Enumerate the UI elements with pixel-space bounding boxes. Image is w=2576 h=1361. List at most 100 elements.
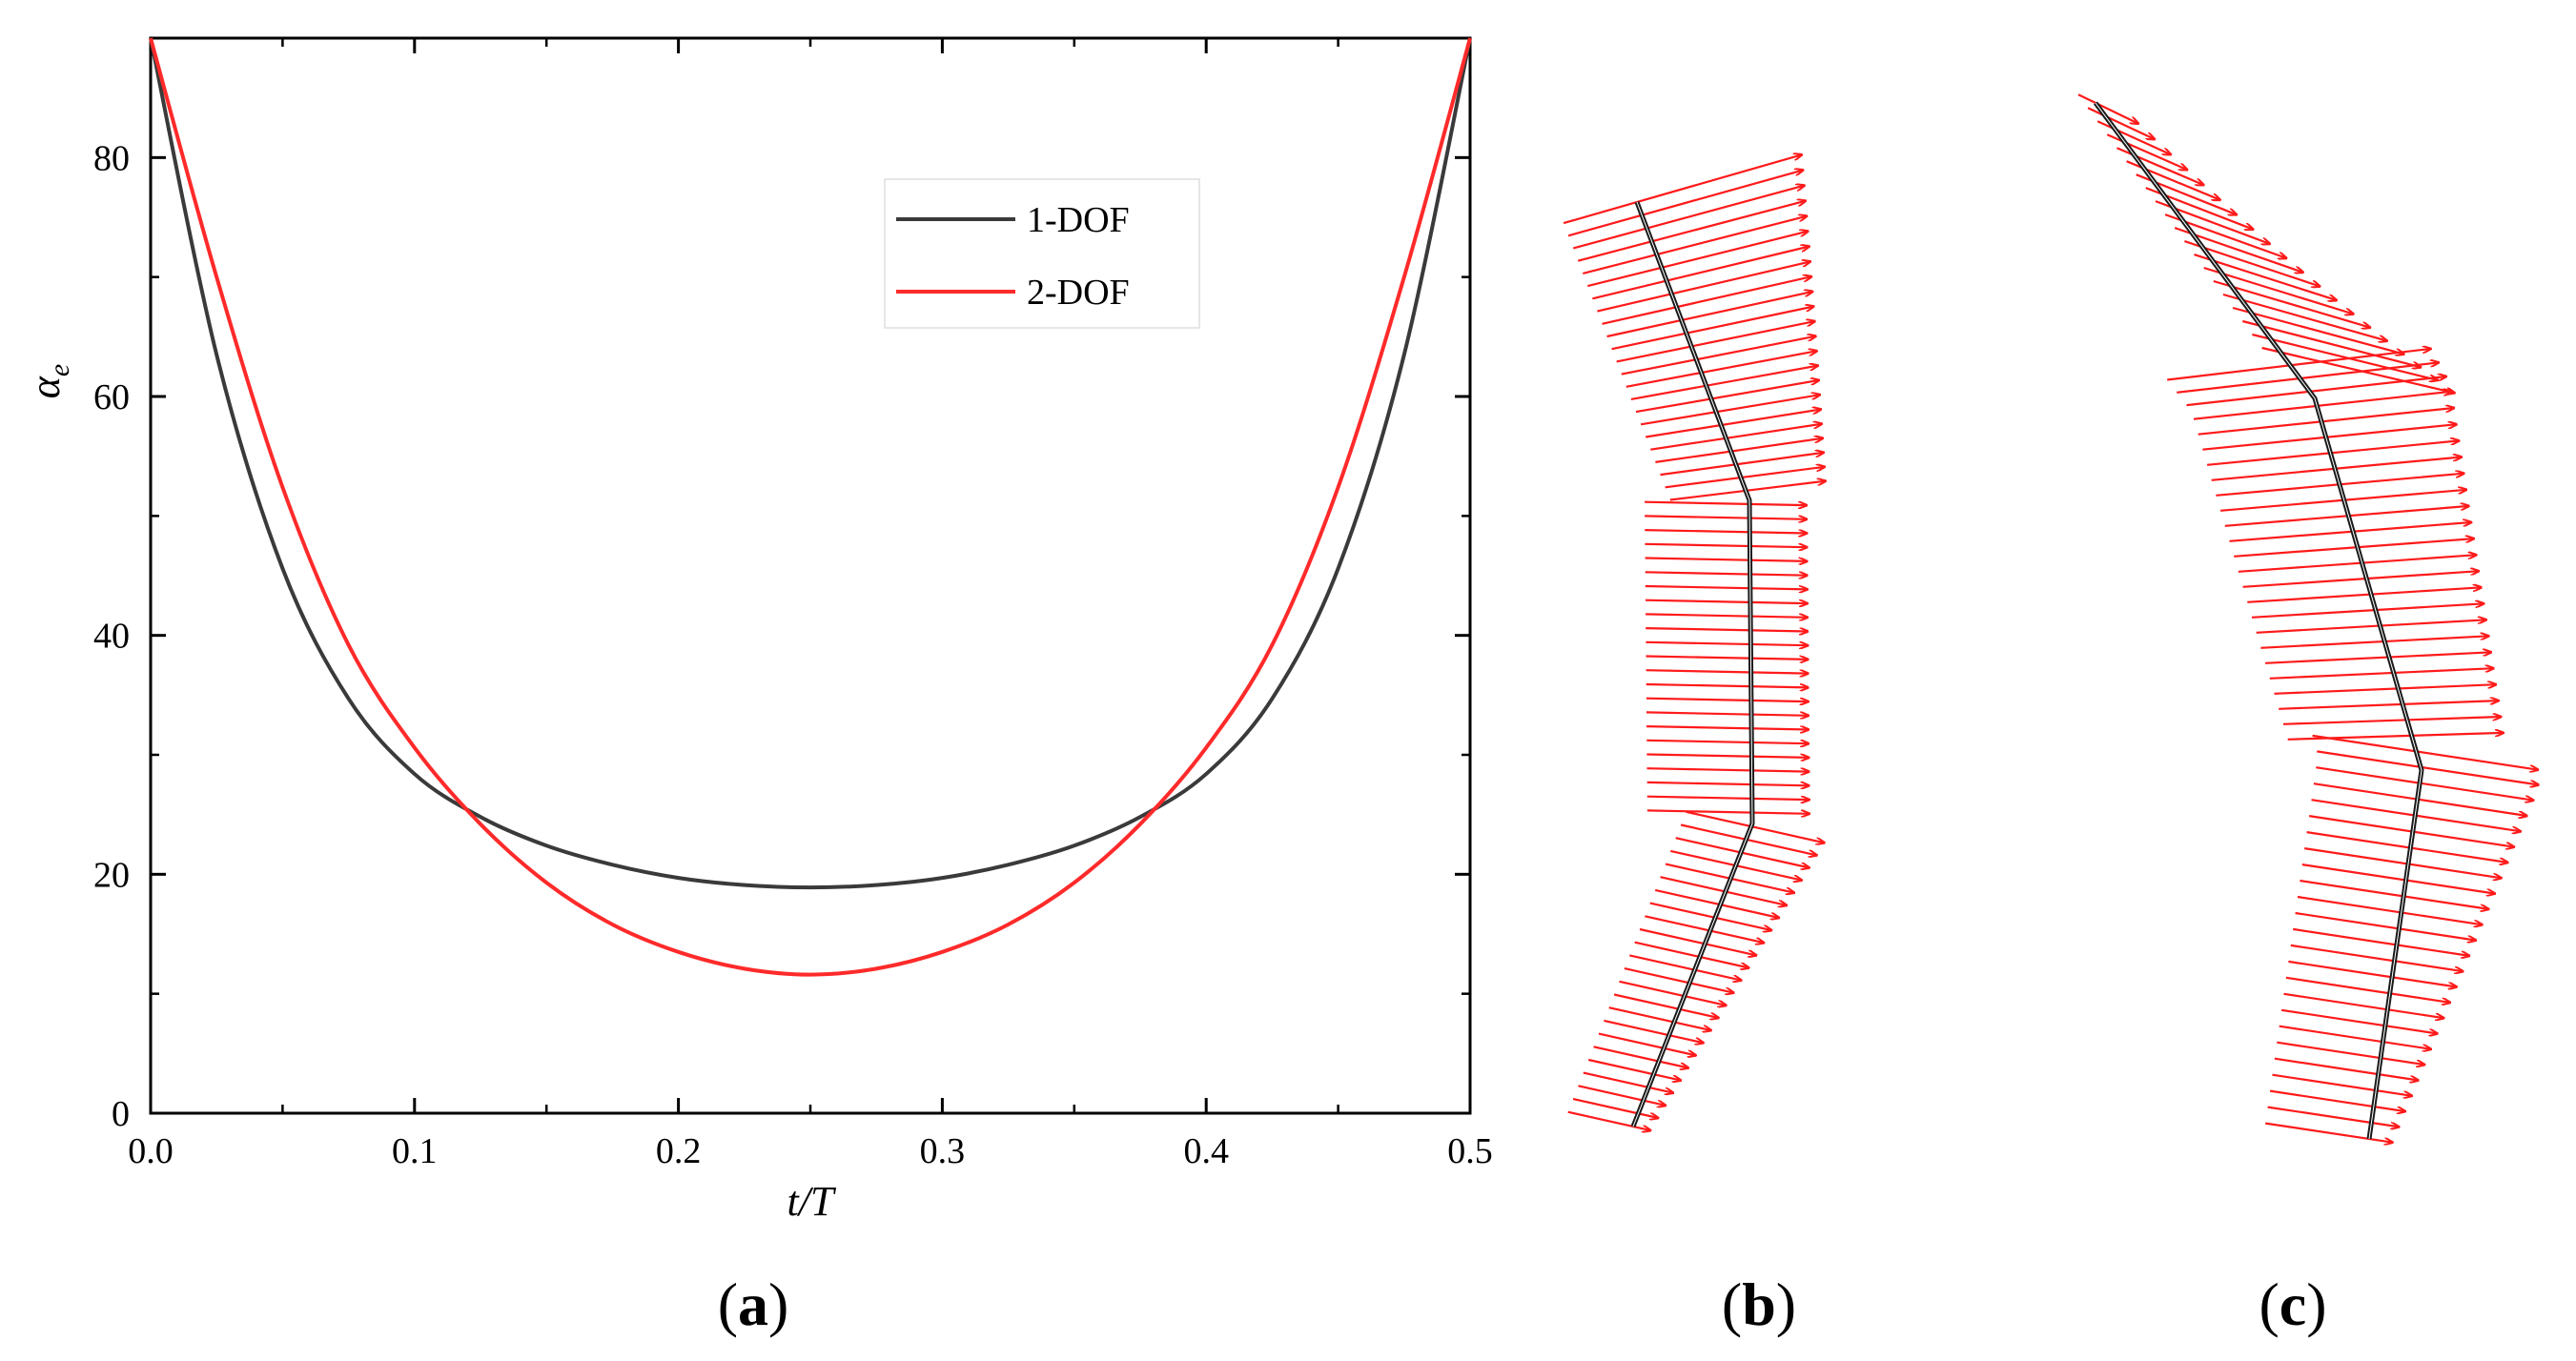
force-arrow [1646, 753, 1809, 758]
force-arrow [1645, 529, 1807, 533]
force-arrow [2229, 522, 2472, 542]
force-arrow [2096, 120, 2171, 154]
force-arrow [1680, 823, 1817, 856]
force-arrow [2277, 1041, 2424, 1065]
force-arrow [2265, 1122, 2393, 1143]
force-arrow [1646, 669, 1809, 673]
force-arrow [2267, 1106, 2400, 1127]
force-arrow [1660, 453, 1825, 477]
series-lines [149, 37, 1472, 977]
force-arrow [1625, 351, 1817, 388]
force-arrow [1645, 584, 1808, 589]
force-arrow [2282, 717, 2501, 725]
force-arrow [2193, 392, 2452, 420]
x-tick-label: 0.0 [128, 1131, 174, 1171]
force-arrow [1583, 1071, 1673, 1093]
force-arrow [1592, 247, 1809, 300]
force-arrow [2198, 408, 2454, 436]
y-tick-label: 20 [93, 855, 130, 895]
force-arrow [2232, 306, 2404, 355]
legend-box [884, 178, 1200, 329]
force-arrow [1645, 915, 1764, 943]
force-arrow [2297, 895, 2483, 924]
y-axis-title-subscript: e [44, 364, 75, 376]
force-arrow [1646, 795, 1809, 800]
force-arrow [2203, 266, 2354, 315]
series-line-1-dof [149, 37, 1472, 890]
panel-label-b: (b) [1722, 1270, 1796, 1338]
force-arrow [1598, 1032, 1696, 1056]
force-arrow [1646, 697, 1809, 701]
y-axis-title: αe [22, 364, 75, 398]
force-arrow [1629, 954, 1741, 980]
force-arrow [2242, 571, 2480, 588]
panel-c-diagram: (c) [2077, 93, 2539, 1338]
force-arrow [2295, 911, 2476, 941]
y-axis-title-symbol: α [22, 376, 69, 398]
force-arrow [2304, 847, 2502, 878]
legend: 1-DOF 2-DOF [884, 178, 1200, 329]
force-arrow [1646, 725, 1809, 729]
svg-text:αe: αe [22, 364, 75, 398]
force-arrow [2265, 652, 2491, 664]
force-arrow [1649, 902, 1771, 931]
force-arrow [2177, 362, 2439, 394]
panel-a-chart: 0.0 0.1 0.2 0.3 0.4 0.5 0 20 40 60 80 t/T αe 1-DOF… [22, 36, 1493, 1338]
force-arrow [1572, 186, 1805, 250]
force-arrow [2186, 376, 2447, 407]
panel-label-a: (a) [718, 1270, 789, 1338]
force-arrow [2234, 538, 2474, 558]
force-arrow [1646, 711, 1809, 715]
panel-label-b-letter: b [1742, 1270, 1776, 1338]
legend-label-1dof: 1-DOF [1027, 200, 1130, 240]
x-tick-label: 0.5 [1447, 1131, 1493, 1171]
force-arrow [1646, 613, 1808, 617]
panel-label-c-letter: c [2280, 1270, 2306, 1338]
panel-label-a-letter: a [738, 1270, 768, 1338]
force-arrow [1650, 424, 1822, 451]
force-arrow [2301, 863, 2495, 894]
force-arrow [1640, 395, 1820, 426]
y-tick-label: 40 [93, 617, 130, 657]
force-arrow [2274, 684, 2497, 695]
force-arrow [1646, 410, 1821, 438]
force-arrow [1645, 557, 1808, 561]
force-arrow [2269, 1089, 2405, 1112]
force-arrow [1587, 232, 1808, 288]
tick-labels: 0.0 0.1 0.2 0.3 0.4 0.5 0 20 40 60 80 [93, 138, 1493, 1171]
force-arrow [1639, 927, 1756, 955]
force-arrow [1645, 571, 1808, 575]
legend-label-2dof: 2-DOF [1027, 273, 1130, 313]
force-arrow [1646, 682, 1809, 687]
force-arrow [1645, 599, 1808, 603]
force-arrow [1686, 810, 1825, 843]
force-arrow [1630, 366, 1818, 400]
force-arrow [1577, 201, 1806, 262]
force-arrow [1646, 781, 1809, 785]
force-arrow [1665, 467, 1825, 489]
force-arrow [1645, 515, 1807, 518]
x-tick-label: 0.1 [392, 1131, 438, 1171]
force-arrow [2279, 1025, 2431, 1049]
force-arrow [1608, 1006, 1711, 1030]
force-arrow [1567, 1110, 1651, 1130]
force-arrow [2283, 992, 2444, 1018]
force-arrow [2288, 960, 2456, 987]
panel-b-diagram: (b) [1563, 154, 1826, 1338]
panel-label-c: (c) [2259, 1270, 2326, 1338]
force-arrow [2272, 1073, 2412, 1096]
force-arrow [2213, 279, 2370, 328]
force-arrow [1634, 941, 1749, 968]
force-arrow [2252, 333, 2438, 380]
y-tick-label: 60 [93, 377, 130, 417]
force-arrow [1645, 542, 1807, 547]
force-arrow [1654, 888, 1779, 918]
force-arrow [2313, 782, 2527, 816]
force-arrow [2251, 603, 2484, 619]
body-line-c-highlight [2095, 102, 2423, 1140]
force-arrow [1587, 1058, 1681, 1081]
force-arrow [2317, 750, 2538, 784]
force-arrow [1624, 967, 1734, 993]
force-arrow [2260, 636, 2488, 649]
force-arrow [1611, 307, 1814, 351]
